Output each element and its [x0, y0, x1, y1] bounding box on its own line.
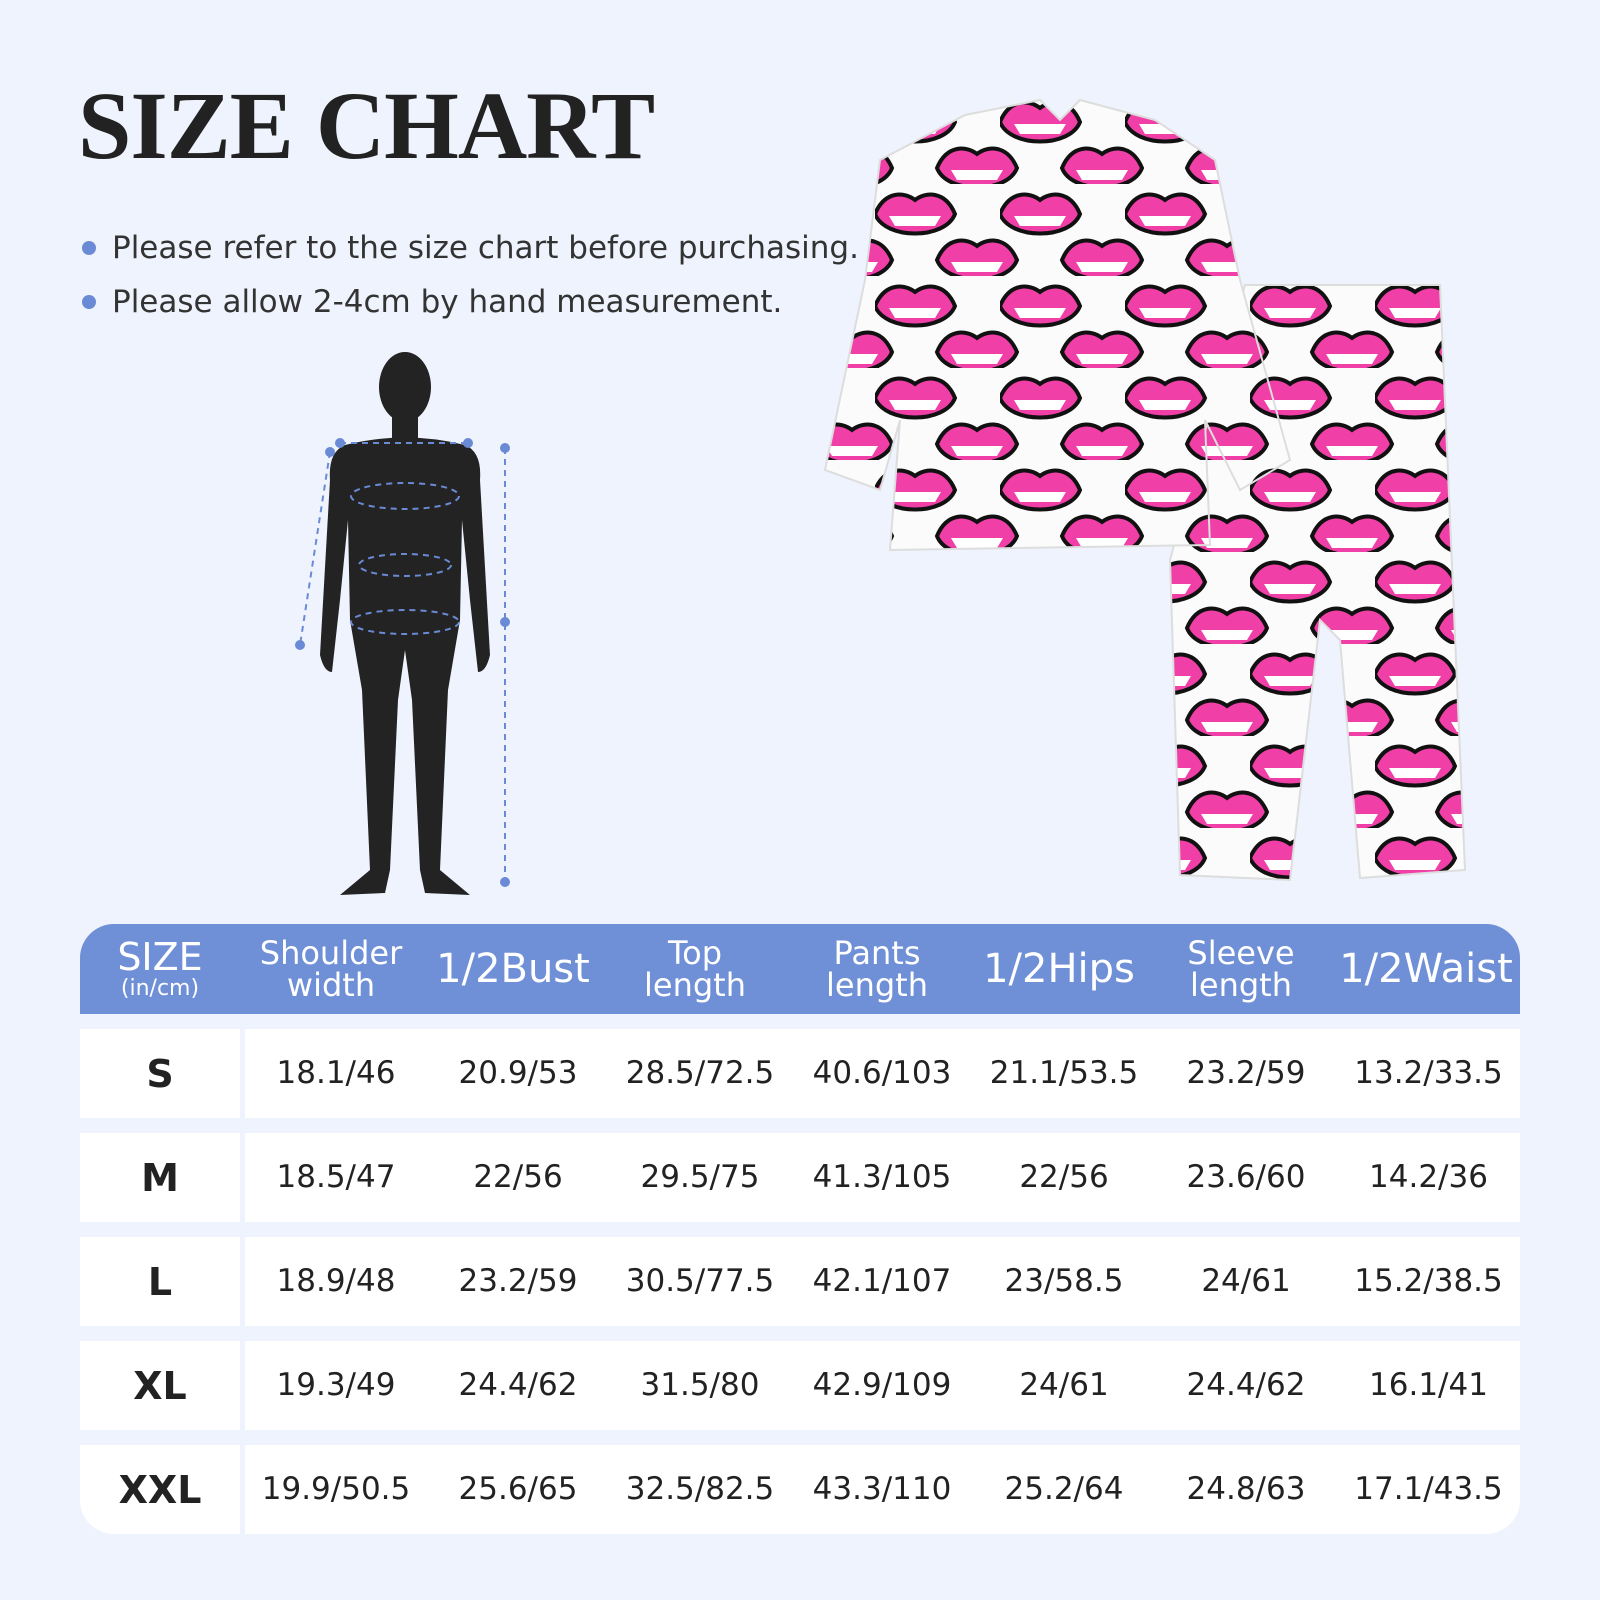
header-unit: (in/cm): [120, 976, 200, 1001]
value-cell: 15.2/38.5: [1337, 1237, 1520, 1326]
value-cell: 23.2/59: [1155, 1029, 1337, 1118]
value-cell: 13.2/33.5: [1337, 1029, 1520, 1118]
value-cell: 25.2/64: [973, 1445, 1155, 1534]
size-table: SIZE (in/cm) Shoulder width 1/2Bust Top le…: [80, 924, 1520, 1534]
table-header: SIZE (in/cm) Shoulder width 1/2Bust Top le…: [80, 924, 1520, 1014]
value-cell: 18.5/47: [245, 1133, 427, 1222]
value-cell: 19.3/49: [245, 1341, 427, 1430]
title: SIZE CHART: [78, 72, 655, 179]
size-cell: XL: [80, 1341, 240, 1430]
body-figure: [320, 352, 490, 895]
size-cell: L: [80, 1237, 240, 1326]
header-cell: Pants length: [826, 934, 928, 1004]
value-cell: 32.5/82.5: [609, 1445, 791, 1534]
note: Please refer to the size chart before pu…: [82, 230, 859, 266]
note: Please allow 2-4cm by hand measurement.: [82, 284, 782, 320]
value-cell: 21.1/53.5: [973, 1029, 1155, 1118]
value-cell: 30.5/77.5: [609, 1237, 791, 1326]
value-cell: 40.6/103: [791, 1029, 973, 1118]
value-cell: 14.2/36: [1337, 1133, 1520, 1222]
value-cell: 24.4/62: [1155, 1341, 1337, 1430]
value-cell: 24/61: [1155, 1237, 1337, 1326]
table-row: XXL 19.9/50.5 25.6/65 32.5/82.5 43.3/110 25.2…: [80, 1445, 1520, 1534]
header-cell: 1/2Bust: [436, 946, 590, 992]
value-cell: 42.1/107: [791, 1237, 973, 1326]
value-cell: 43.3/110: [791, 1445, 973, 1534]
size-cell: XXL: [80, 1445, 240, 1534]
table-row: L 18.9/48 23.2/59 30.5/77.5 42.1/107 23/58.5 2…: [80, 1237, 1520, 1326]
table-row: XL 19.3/49 24.4/62 31.5/80 42.9/109 24/61 24.4…: [80, 1341, 1520, 1430]
value-cell: 17.1/43.5: [1337, 1445, 1520, 1534]
header-cell: 1/2Hips: [983, 946, 1135, 992]
measure-dots: [295, 438, 510, 887]
value-cell: 24.4/62: [427, 1341, 609, 1430]
header-cell: 1/2Waist: [1339, 946, 1513, 992]
value-cell: 22/56: [427, 1133, 609, 1222]
value-cell: 41.3/105: [791, 1133, 973, 1222]
value-cell: 28.5/72.5: [609, 1029, 791, 1118]
value-cell: 18.1/46: [245, 1029, 427, 1118]
table-row: S 18.1/46 20.9/53 28.5/72.5 40.6/103 21.1/53.…: [80, 1029, 1520, 1118]
value-cell: 19.9/50.5: [245, 1445, 427, 1534]
table-row: M 18.5/47 22/56 29.5/75 41.3/105 22/56 23.6/60…: [80, 1133, 1520, 1222]
size-cell: M: [80, 1133, 240, 1222]
value-cell: 29.5/75: [609, 1133, 791, 1222]
header-cell: Shoulder width: [259, 934, 403, 1004]
header-cell: Sleeve length: [1187, 934, 1295, 1004]
value-cell: 20.9/53: [427, 1029, 609, 1118]
value-cell: 23/58.5: [973, 1237, 1155, 1326]
size-cell: S: [80, 1029, 240, 1118]
value-cell: 23.6/60: [1155, 1133, 1337, 1222]
value-cell: 22/56: [973, 1133, 1155, 1222]
header-cell: Top length: [644, 934, 746, 1004]
shirt: [823, 98, 1292, 552]
header-text: SIZE: [117, 935, 203, 979]
value-cell: 31.5/80: [609, 1341, 791, 1430]
value-cell: 25.6/65: [427, 1445, 609, 1534]
value-cell: 42.9/109: [791, 1341, 973, 1430]
measure-lines: [299, 442, 506, 882]
value-cell: 16.1/41: [1337, 1341, 1520, 1430]
value-cell: 24.8/63: [1155, 1445, 1337, 1534]
header-cell: SIZE (in/cm): [80, 924, 240, 1014]
value-cell: 23.2/59: [427, 1237, 609, 1326]
illustrations: [295, 98, 1467, 895]
value-cell: 24/61: [973, 1341, 1155, 1430]
value-cell: 18.9/48: [245, 1237, 427, 1326]
